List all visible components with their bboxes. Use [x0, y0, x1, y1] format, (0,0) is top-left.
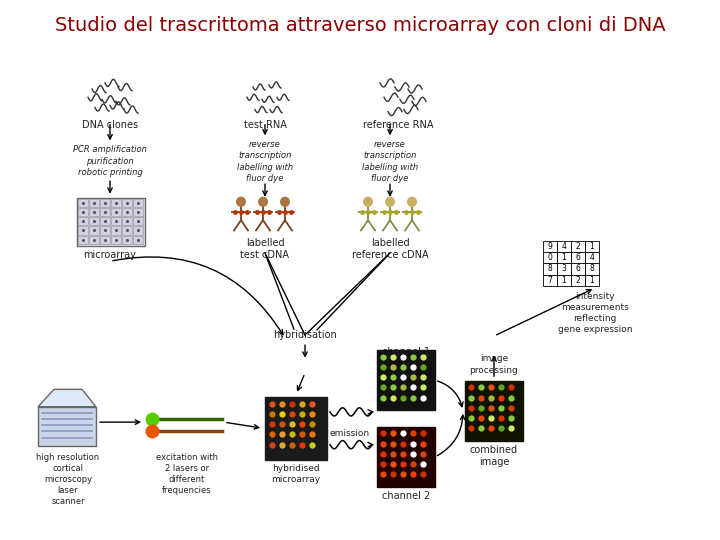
Text: 6: 6	[575, 265, 580, 273]
Bar	[133, 226, 143, 234]
Text: intensity
measurements
reflecting
gene expression: intensity measurements reflecting gene e…	[558, 292, 632, 334]
Text: hybridisation: hybridisation	[273, 330, 337, 340]
Text: 0: 0	[548, 253, 552, 262]
Circle shape	[258, 197, 268, 207]
Circle shape	[280, 197, 290, 207]
Bar	[100, 217, 110, 225]
Text: combined
image: combined image	[470, 444, 518, 467]
Bar	[133, 208, 143, 216]
Bar	[78, 208, 88, 216]
Bar	[77, 198, 145, 246]
Bar	[122, 199, 132, 207]
Text: labelled
test cDNA: labelled test cDNA	[240, 238, 289, 260]
Bar	[111, 235, 121, 244]
Text: 6: 6	[575, 253, 580, 262]
Text: high resolution
cortical
microscopy
laser
scanner: high resolution cortical microscopy lase…	[37, 453, 99, 507]
Text: 1: 1	[562, 253, 567, 262]
Text: labelling with
fluor dye: labelling with fluor dye	[237, 163, 293, 183]
Text: emission: emission	[330, 429, 370, 438]
Bar	[543, 264, 557, 274]
Text: test RNA: test RNA	[243, 120, 287, 130]
Text: image
processing: image processing	[469, 354, 518, 375]
Text: channel 2: channel 2	[382, 491, 430, 501]
Bar	[78, 235, 88, 244]
Bar	[111, 226, 121, 234]
Bar	[111, 208, 121, 216]
Bar	[571, 241, 585, 252]
Text: 3: 3	[562, 265, 567, 273]
Bar	[78, 226, 88, 234]
Bar	[585, 274, 599, 286]
Bar	[111, 217, 121, 225]
Text: labelling with
fluor dye: labelling with fluor dye	[362, 163, 418, 183]
Bar	[100, 199, 110, 207]
Text: Studio del trascrittoma attraverso microarray con cloni di DNA: Studio del trascrittoma attraverso micro…	[55, 16, 665, 35]
Bar	[585, 264, 599, 274]
Bar	[89, 217, 99, 225]
Bar	[122, 226, 132, 234]
Bar	[585, 241, 599, 252]
Bar	[100, 208, 110, 216]
Text: 2: 2	[575, 276, 580, 285]
FancyBboxPatch shape	[38, 407, 96, 446]
Text: 2: 2	[575, 242, 580, 251]
Bar	[122, 208, 132, 216]
Bar	[543, 252, 557, 264]
Bar	[571, 274, 585, 286]
Text: reference RNA: reference RNA	[363, 120, 433, 130]
Circle shape	[385, 197, 395, 207]
Bar	[571, 264, 585, 274]
Text: 1: 1	[590, 276, 595, 285]
Bar	[543, 274, 557, 286]
Text: 9: 9	[548, 242, 552, 251]
Bar	[111, 199, 121, 207]
Circle shape	[407, 197, 417, 207]
Text: excitation with
2 lasers or
different
frequencies: excitation with 2 lasers or different fr…	[156, 453, 218, 495]
Bar	[377, 427, 435, 487]
Bar	[133, 217, 143, 225]
Bar	[557, 274, 571, 286]
Text: 7: 7	[548, 276, 552, 285]
Circle shape	[363, 197, 373, 207]
Text: hybridised
microarray: hybridised microarray	[271, 464, 320, 484]
Bar	[557, 264, 571, 274]
Bar	[543, 241, 557, 252]
Text: reverse
transcription: reverse transcription	[238, 140, 292, 160]
Bar	[265, 396, 327, 460]
Text: DNA clones: DNA clones	[82, 120, 138, 130]
Bar	[78, 199, 88, 207]
Text: labelled
reference cDNA: labelled reference cDNA	[351, 238, 428, 260]
Bar	[133, 235, 143, 244]
Text: 1: 1	[562, 276, 567, 285]
Text: 4: 4	[590, 253, 595, 262]
Bar	[122, 235, 132, 244]
Text: microarray: microarray	[84, 250, 136, 260]
Text: 8: 8	[590, 265, 595, 273]
Text: 4: 4	[562, 242, 567, 251]
Bar	[465, 381, 523, 441]
Bar	[100, 226, 110, 234]
Bar	[89, 208, 99, 216]
Bar	[89, 199, 99, 207]
Text: robotic printing: robotic printing	[78, 168, 143, 177]
Circle shape	[236, 197, 246, 207]
Bar	[557, 252, 571, 264]
Bar	[122, 217, 132, 225]
Text: 1: 1	[590, 242, 595, 251]
Bar	[89, 235, 99, 244]
Text: purification: purification	[86, 157, 134, 166]
Bar	[100, 235, 110, 244]
Bar	[571, 252, 585, 264]
Polygon shape	[38, 389, 96, 407]
Text: reverse
transcription: reverse transcription	[364, 140, 417, 160]
Bar	[557, 241, 571, 252]
Bar	[585, 252, 599, 264]
Bar	[377, 350, 435, 410]
Text: channel 1: channel 1	[382, 347, 430, 357]
Text: PCR amplification: PCR amplification	[73, 145, 147, 154]
Text: 8: 8	[548, 265, 552, 273]
Bar	[89, 226, 99, 234]
Bar	[133, 199, 143, 207]
Bar	[78, 217, 88, 225]
